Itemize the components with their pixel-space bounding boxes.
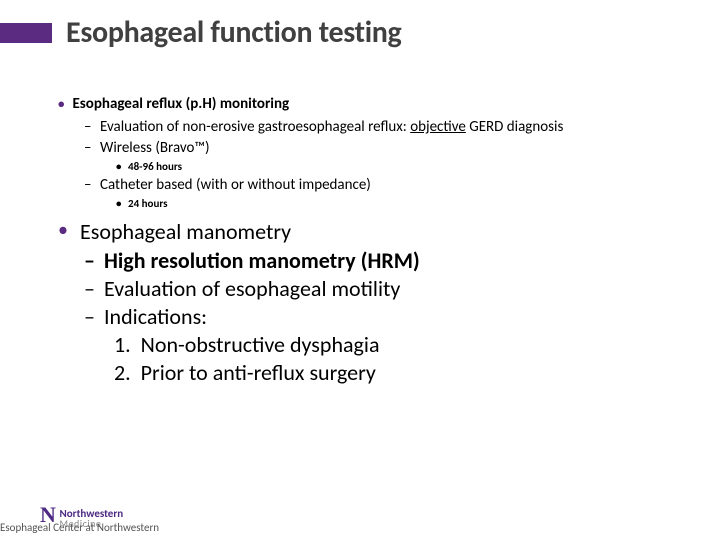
section1-sub3-detail: •24 hours: [116, 197, 680, 210]
dot-icon: •: [116, 160, 128, 173]
dash-icon: –: [84, 275, 104, 302]
dash-icon: –: [84, 303, 104, 330]
content-area: •Esophageal reflux (p.H) monitoring –Eva…: [0, 51, 720, 386]
section1-heading: • Esophageal reflux (p.H) monitoring: [58, 95, 680, 113]
section1-sub2: –Wireless (Bravo™): [84, 139, 680, 157]
section1-sub2-detail: •48-96 hours: [116, 160, 680, 173]
sub2-text: Wireless (Bravo™): [100, 139, 210, 157]
dash-icon: –: [84, 247, 104, 274]
section2-num1: 1. Non-obstructive dysphagia: [114, 331, 680, 358]
page-title: Esophageal function testing: [66, 14, 401, 51]
section1-heading-text: Esophageal reflux (p.H) monitoring: [72, 95, 289, 113]
sub1-text: Evaluation of non-erosive gastroesophage…: [100, 118, 563, 136]
section1-sub1: –Evaluation of non-erosive gastroesophag…: [84, 118, 680, 136]
section1-sub3: –Catheter based (with or without impedan…: [84, 176, 680, 194]
section2: •Esophageal manometry –High resolution m…: [58, 218, 680, 386]
bullet-icon: •: [58, 97, 64, 112]
title-bar: Esophageal function testing: [0, 0, 720, 51]
dash-icon: –: [84, 139, 100, 157]
title-accent-block: [0, 23, 52, 43]
dot-icon: •: [116, 197, 128, 210]
dash-icon: –: [84, 118, 100, 136]
sub3-text: Catheter based (with or without impedanc…: [100, 176, 371, 194]
footer-caption: Esophageal Center at Northwestern: [0, 521, 159, 534]
section2-sub1: –High resolution manometry (HRM): [84, 247, 680, 274]
dash-icon: –: [84, 176, 100, 194]
section2-heading: •Esophageal manometry: [58, 218, 680, 245]
section2-num2: 2. Prior to anti-reflux surgery: [114, 359, 680, 386]
section2-sub3: –Indications:: [84, 303, 680, 330]
bullet-icon: •: [58, 218, 80, 245]
section2-sub2: –Evaluation of esophageal motility: [84, 275, 680, 302]
